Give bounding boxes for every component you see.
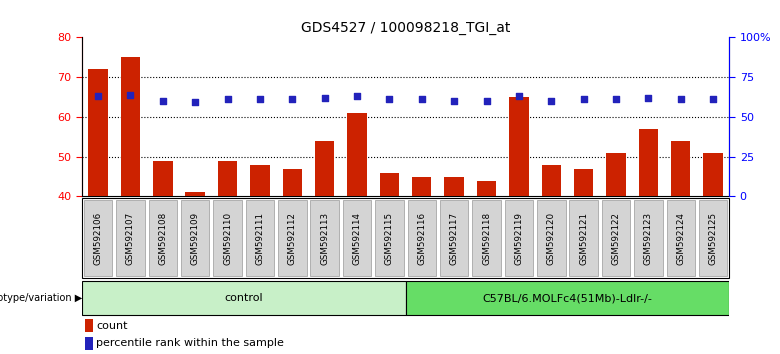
Text: GSM592120: GSM592120: [547, 211, 556, 265]
Bar: [347, 113, 367, 196]
Bar: [574, 169, 594, 196]
Bar: [186, 193, 205, 196]
Text: percentile rank within the sample: percentile rank within the sample: [97, 338, 285, 348]
Text: genotype/variation ▶: genotype/variation ▶: [0, 292, 82, 303]
FancyBboxPatch shape: [213, 200, 242, 276]
Bar: [541, 165, 561, 196]
Bar: [153, 161, 172, 196]
FancyBboxPatch shape: [505, 200, 534, 276]
Bar: [704, 153, 723, 196]
FancyBboxPatch shape: [407, 200, 436, 276]
FancyBboxPatch shape: [472, 200, 501, 276]
Bar: [406, 281, 729, 315]
Text: GSM592106: GSM592106: [94, 211, 103, 265]
Text: GSM592118: GSM592118: [482, 211, 491, 265]
FancyBboxPatch shape: [699, 200, 728, 276]
Point: [512, 93, 525, 99]
Text: control: control: [225, 293, 263, 303]
Bar: [509, 97, 529, 196]
Bar: [250, 165, 270, 196]
Point: [286, 96, 299, 102]
Point: [707, 96, 719, 102]
Bar: [380, 172, 399, 196]
Bar: [121, 57, 140, 196]
FancyBboxPatch shape: [181, 200, 210, 276]
Bar: [445, 177, 464, 196]
Point: [351, 93, 363, 99]
FancyBboxPatch shape: [537, 200, 566, 276]
Text: GSM592125: GSM592125: [708, 211, 718, 265]
Text: GSM592107: GSM592107: [126, 211, 135, 265]
Point: [157, 98, 169, 104]
FancyBboxPatch shape: [278, 200, 307, 276]
Bar: [85, 337, 94, 349]
Text: C57BL/6.MOLFc4(51Mb)-Ldlr-/-: C57BL/6.MOLFc4(51Mb)-Ldlr-/-: [483, 293, 652, 303]
FancyBboxPatch shape: [375, 200, 404, 276]
FancyBboxPatch shape: [83, 200, 112, 276]
Text: GSM592112: GSM592112: [288, 212, 297, 264]
Bar: [85, 319, 94, 332]
Point: [610, 96, 622, 102]
Bar: [671, 141, 690, 196]
Text: GSM592108: GSM592108: [158, 211, 168, 265]
Bar: [82, 281, 406, 315]
Point: [254, 96, 266, 102]
Point: [189, 100, 201, 105]
FancyBboxPatch shape: [342, 200, 371, 276]
Text: GSM592109: GSM592109: [190, 211, 200, 265]
Text: GSM592121: GSM592121: [579, 212, 588, 264]
Text: count: count: [97, 321, 128, 331]
Point: [92, 93, 105, 99]
Point: [675, 96, 687, 102]
Text: GSM592110: GSM592110: [223, 211, 232, 265]
Text: GSM592111: GSM592111: [255, 212, 264, 264]
Bar: [315, 141, 335, 196]
Text: GSM592115: GSM592115: [385, 211, 394, 265]
FancyBboxPatch shape: [634, 200, 663, 276]
FancyBboxPatch shape: [246, 200, 275, 276]
FancyBboxPatch shape: [310, 200, 339, 276]
FancyBboxPatch shape: [601, 200, 630, 276]
Bar: [282, 169, 302, 196]
Text: GSM592122: GSM592122: [612, 212, 621, 264]
Text: GSM592116: GSM592116: [417, 212, 427, 264]
Bar: [88, 69, 108, 196]
FancyBboxPatch shape: [666, 200, 695, 276]
Point: [448, 98, 460, 104]
Title: GDS4527 / 100098218_TGI_at: GDS4527 / 100098218_TGI_at: [301, 21, 510, 35]
Bar: [477, 181, 496, 196]
Text: GSM592123: GSM592123: [644, 211, 653, 265]
Point: [642, 95, 654, 101]
Point: [416, 96, 428, 102]
Text: GSM592114: GSM592114: [353, 212, 362, 264]
Text: GSM592124: GSM592124: [676, 212, 686, 264]
FancyBboxPatch shape: [569, 200, 598, 276]
Bar: [218, 161, 237, 196]
Point: [577, 96, 590, 102]
Text: GSM592113: GSM592113: [320, 211, 329, 265]
FancyBboxPatch shape: [148, 200, 177, 276]
Bar: [606, 153, 626, 196]
Bar: [412, 177, 431, 196]
Point: [480, 98, 493, 104]
Text: GSM592117: GSM592117: [449, 211, 459, 265]
FancyBboxPatch shape: [440, 200, 469, 276]
Point: [124, 92, 136, 97]
FancyBboxPatch shape: [116, 200, 145, 276]
Point: [383, 96, 395, 102]
Point: [545, 98, 558, 104]
Point: [222, 96, 234, 102]
Text: GSM592119: GSM592119: [514, 212, 523, 264]
Point: [318, 95, 331, 101]
Bar: [639, 129, 658, 196]
